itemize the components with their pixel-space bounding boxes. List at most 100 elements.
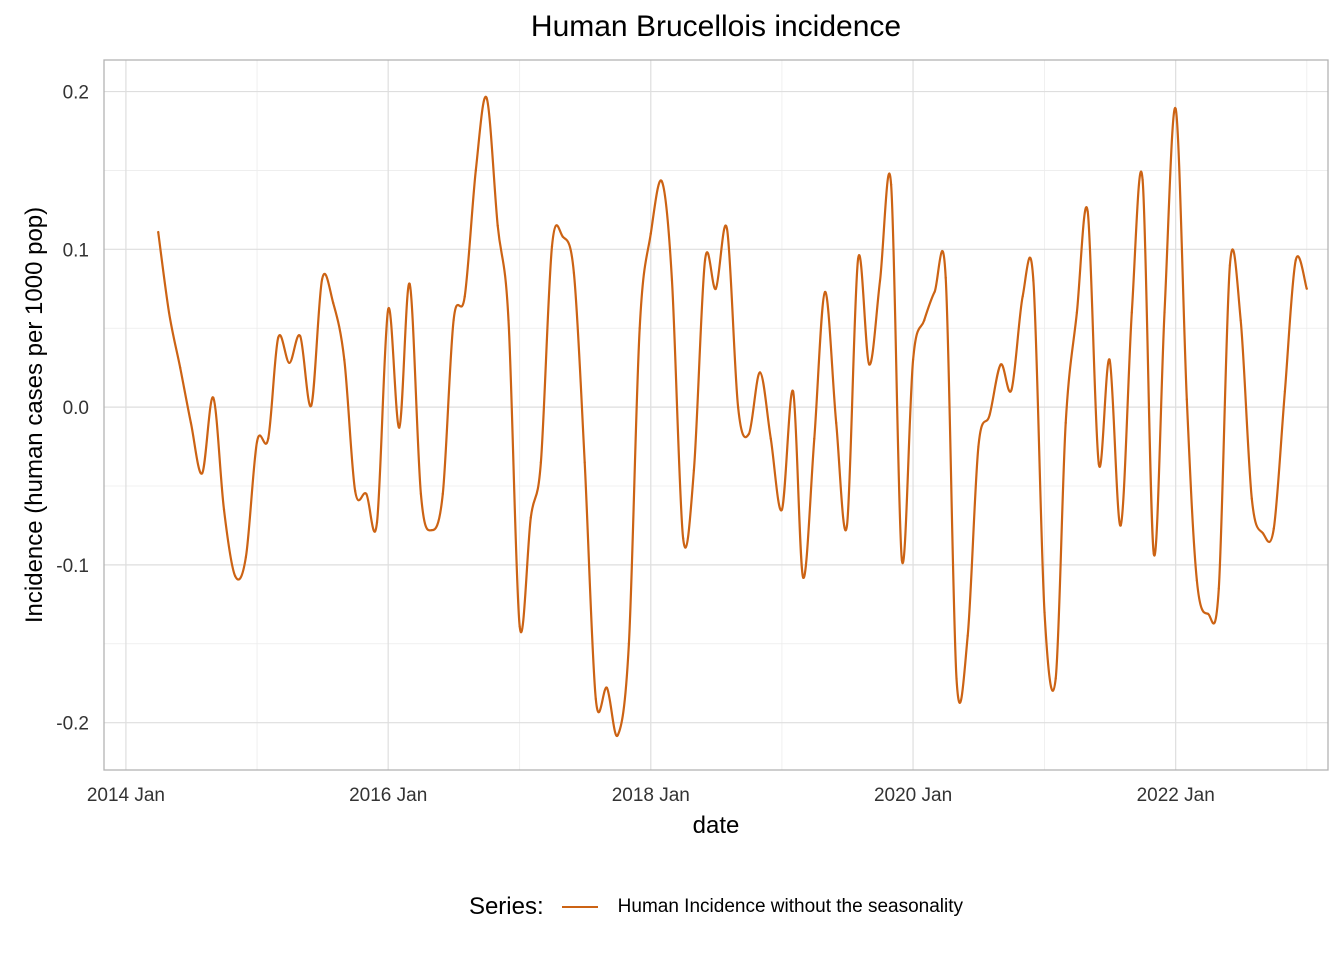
data-point (1185, 398, 1188, 401)
data-point (267, 437, 270, 440)
data-point (1305, 287, 1308, 290)
data-point (878, 279, 882, 282)
data-point (813, 437, 816, 440)
data-point (1119, 524, 1122, 527)
data-point (670, 279, 674, 282)
series-layer (157, 95, 1308, 737)
data-point (189, 421, 193, 424)
data-point (1108, 358, 1111, 361)
data-point (649, 232, 652, 235)
data-point (638, 327, 641, 330)
data-point (769, 437, 772, 440)
data-point (485, 96, 488, 99)
data-point (890, 183, 893, 186)
data-point (1206, 612, 1210, 615)
data-point (583, 461, 586, 464)
data-point (856, 257, 860, 260)
data-point (507, 319, 510, 322)
data-point (572, 271, 576, 275)
data-point (1097, 462, 1100, 466)
data-point (692, 469, 696, 472)
data-point (375, 521, 379, 524)
data-point (845, 524, 849, 527)
data-point (780, 508, 784, 511)
data-point (868, 363, 871, 366)
data-point (1163, 311, 1166, 314)
data-point (157, 230, 160, 234)
data-point (288, 361, 291, 365)
data-point (343, 358, 346, 361)
data-point (835, 421, 838, 424)
data-point (923, 319, 926, 322)
data-point (933, 290, 936, 294)
data-point (539, 461, 542, 464)
data-point (550, 245, 554, 248)
x-tick-label: 2014 Jan (87, 785, 165, 806)
data-point (1130, 311, 1133, 314)
data-point (1032, 279, 1035, 282)
data-point (977, 445, 980, 448)
data-point (966, 634, 969, 637)
data-point (1054, 677, 1057, 680)
y-tick-label: 0.1 (63, 240, 89, 261)
data-point (222, 508, 226, 511)
y-tick-label: -0.2 (56, 714, 89, 735)
data-point (1010, 388, 1013, 391)
data-point (496, 224, 499, 227)
data-point (1217, 587, 1220, 590)
data-point (1250, 497, 1253, 500)
data-point (736, 406, 740, 409)
data-point (1152, 552, 1155, 555)
data-point (244, 555, 248, 559)
data-point (332, 301, 335, 305)
data-point (682, 536, 685, 540)
data-point (212, 396, 215, 399)
data-point (823, 290, 827, 294)
data-point (1086, 210, 1089, 213)
data-point (310, 404, 313, 407)
data-point (561, 235, 564, 238)
data-point (255, 440, 259, 443)
data-point (616, 734, 619, 737)
x-tick-label: 2020 Jan (874, 785, 952, 806)
data-point (1195, 579, 1198, 582)
data-point (518, 625, 521, 628)
data-point (452, 319, 455, 322)
y-tick-label: -0.1 (56, 556, 89, 577)
data-point (955, 677, 958, 680)
data-point (1294, 259, 1297, 262)
data-point (1174, 107, 1177, 111)
data-point (1239, 319, 1242, 322)
legend-title: Series: (468, 893, 544, 920)
data-point (1272, 527, 1275, 530)
data-point (365, 492, 368, 495)
data-point (900, 559, 904, 562)
y-tick-label: 0.0 (63, 398, 89, 419)
x-axis-title: date (693, 812, 740, 839)
data-point (354, 489, 357, 492)
data-point (529, 516, 532, 519)
data-point (398, 426, 401, 429)
data-point (200, 472, 204, 475)
data-point (1283, 390, 1286, 393)
data-point (474, 169, 477, 172)
data-point (463, 295, 466, 298)
data-point (419, 492, 422, 495)
data-point (1141, 178, 1144, 182)
data-point (627, 642, 630, 645)
legend-series-label: Human Incidence without the seasonality (617, 896, 964, 917)
data-point (605, 686, 609, 690)
data-point (594, 697, 597, 701)
data-point (234, 574, 237, 578)
legend: Series: Human Incidence without the seas… (0, 893, 1344, 921)
data-point (1064, 421, 1067, 424)
data-point (747, 432, 750, 436)
data-point (167, 311, 171, 314)
data-point (725, 227, 729, 230)
data-point (703, 259, 707, 262)
data-point (1261, 532, 1265, 535)
data-point (1075, 311, 1078, 314)
minor-gridlines (104, 60, 1328, 770)
chart-title: Human Brucellois incidence (530, 10, 902, 43)
data-point (277, 336, 280, 339)
